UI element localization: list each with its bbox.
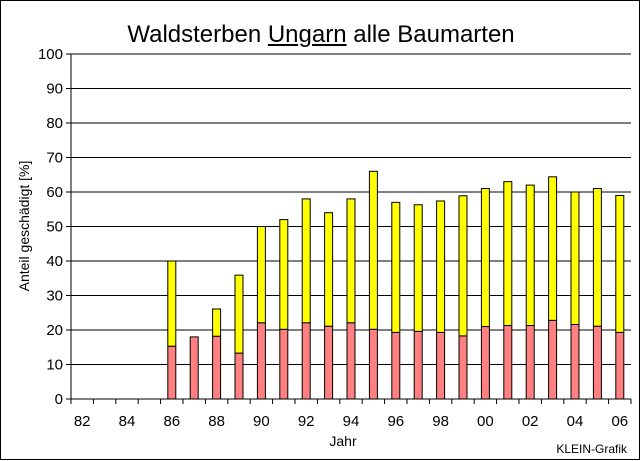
x-tick-label: 86 bbox=[163, 413, 180, 430]
bar-damaged-upper bbox=[346, 198, 356, 324]
bar-damaged-upper bbox=[324, 212, 334, 327]
bar-damaged-upper bbox=[212, 308, 222, 337]
x-tick-label: 02 bbox=[522, 413, 539, 430]
y-tick-label: 70 bbox=[46, 150, 63, 167]
y-axis-label: Anteil geschädigt [%] bbox=[16, 160, 32, 292]
y-tick-label: 0 bbox=[55, 391, 63, 408]
y-tick-label: 50 bbox=[46, 219, 63, 236]
x-tick-label: 92 bbox=[298, 413, 315, 430]
bar-damaged-lower bbox=[503, 325, 513, 400]
bar-damaged-upper bbox=[615, 194, 625, 333]
x-tick-label: 06 bbox=[611, 413, 628, 430]
credit-label: KLEIN-Grafik bbox=[556, 442, 627, 456]
bar-damaged-lower bbox=[301, 322, 311, 400]
bar-damaged-lower bbox=[615, 331, 625, 400]
bar-damaged-upper bbox=[413, 204, 423, 332]
x-tick-label: 88 bbox=[208, 413, 225, 430]
bar-damaged-lower bbox=[279, 328, 289, 400]
x-tick-label: 84 bbox=[119, 413, 136, 430]
x-tick-label: 82 bbox=[74, 413, 91, 430]
bar-damaged-lower bbox=[413, 330, 423, 400]
bar-damaged-lower bbox=[570, 323, 580, 400]
bar-damaged-lower bbox=[436, 331, 446, 400]
bar-damaged-lower bbox=[368, 328, 378, 400]
bar-damaged-lower bbox=[234, 352, 244, 400]
y-tick-label: 20 bbox=[46, 322, 63, 339]
y-tick-label: 40 bbox=[46, 253, 63, 270]
bar-damaged-lower bbox=[458, 335, 468, 400]
bar-damaged-upper bbox=[391, 201, 401, 333]
bar-damaged-upper bbox=[458, 195, 468, 337]
bar-damaged-lower bbox=[346, 322, 356, 400]
bar-damaged-upper bbox=[436, 200, 446, 333]
x-tick-label: 90 bbox=[253, 413, 270, 430]
bar-damaged-lower bbox=[525, 325, 535, 400]
y-tick-label: 80 bbox=[46, 115, 63, 132]
bar-damaged-upper bbox=[167, 260, 177, 347]
bar-damaged-upper bbox=[301, 198, 311, 324]
bar-damaged-lower bbox=[189, 336, 199, 400]
x-axis-label: Jahr bbox=[329, 433, 357, 449]
bar-damaged-lower bbox=[167, 345, 177, 400]
bar-damaged-lower bbox=[480, 326, 490, 400]
y-tick-label: 30 bbox=[46, 288, 63, 305]
bar-damaged-lower bbox=[548, 319, 558, 400]
bar-damaged-lower bbox=[391, 331, 401, 400]
title-suffix: alle Baumarten bbox=[346, 21, 515, 48]
bar-damaged-upper bbox=[279, 219, 289, 330]
bar-damaged-upper bbox=[256, 226, 266, 324]
bar-damaged-upper bbox=[368, 170, 378, 330]
title-prefix: Waldsterben bbox=[127, 21, 268, 48]
title-country: Ungarn bbox=[267, 21, 347, 48]
y-tick-label: 60 bbox=[46, 184, 63, 201]
y-tick-label: 90 bbox=[46, 81, 63, 98]
bar-damaged-upper bbox=[525, 184, 535, 327]
x-tick-label: 00 bbox=[477, 413, 494, 430]
x-tick-label: 94 bbox=[343, 413, 360, 430]
bar-damaged-upper bbox=[234, 274, 244, 354]
bar-damaged-upper bbox=[548, 176, 558, 321]
bar-damaged-upper bbox=[480, 188, 490, 328]
y-tick-label: 100 bbox=[38, 46, 63, 63]
x-tick-label: 98 bbox=[432, 413, 449, 430]
bar-damaged-upper bbox=[503, 181, 513, 327]
chart-title: Waldsterben Ungarn alle Baumarten bbox=[1, 21, 640, 49]
bar-damaged-upper bbox=[570, 191, 580, 325]
bar-damaged-lower bbox=[324, 325, 334, 400]
y-tick-label: 10 bbox=[46, 357, 63, 374]
bar-damaged-lower bbox=[256, 322, 266, 400]
bar-damaged-upper bbox=[592, 188, 602, 327]
bar-damaged-lower bbox=[592, 325, 602, 400]
x-tick-label: 96 bbox=[387, 413, 404, 430]
x-tick-label: 04 bbox=[567, 413, 584, 430]
bar-damaged-lower bbox=[212, 335, 222, 400]
